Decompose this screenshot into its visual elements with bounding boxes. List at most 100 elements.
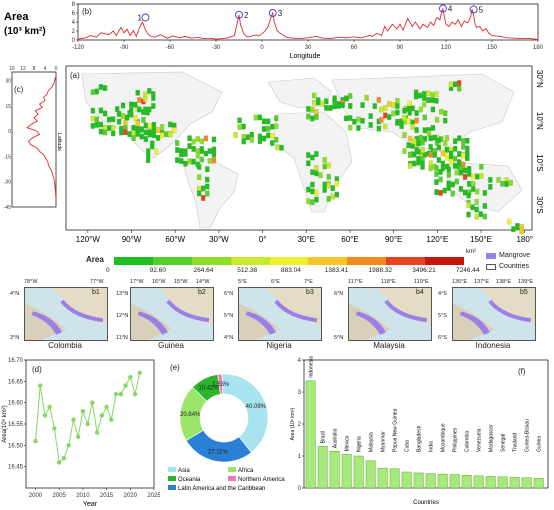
map-grid-cell xyxy=(326,174,331,180)
bar-cuba xyxy=(401,471,412,489)
map-grid-cell xyxy=(199,148,204,154)
panel-d-ytick-label: 16.70 xyxy=(8,358,24,364)
map-grid-cell xyxy=(402,148,407,154)
map-grid-cell xyxy=(432,152,437,158)
panel-f-ytick-label: 2 xyxy=(298,422,302,428)
map-grid-cell xyxy=(418,134,423,141)
panel-f-bars: Indonesia Brazil Australia Mexico Nigeria Mal… xyxy=(305,356,544,489)
map-lon-tick-label: 60°E xyxy=(341,235,358,244)
bar-label: Guinea xyxy=(537,436,543,452)
map-grid-cell xyxy=(120,113,126,119)
map-grid-cell xyxy=(414,117,419,124)
donut-legend-swatch xyxy=(168,476,176,481)
map-grid-cell xyxy=(314,108,319,115)
inset-left-tick: 6°N xyxy=(224,291,234,297)
legend-breaks: 0 92.60 264.64 512.38 883.04 1383.41 1988.32 34… xyxy=(106,267,480,277)
map-grid-cell xyxy=(306,198,311,205)
map-lon-tick-label: 30°E xyxy=(298,235,315,244)
bar-malaysia xyxy=(365,460,376,489)
map-grid-cell xyxy=(496,177,501,183)
map-grid-cell xyxy=(322,181,327,188)
map-grid-cell xyxy=(414,127,419,133)
panel-d-ytick-label: 16.65 xyxy=(8,379,24,385)
donut-slice-northern-america xyxy=(217,373,224,395)
map-grid-cell xyxy=(383,123,388,130)
panel-d-point xyxy=(118,391,124,397)
bar-nigeria xyxy=(353,455,364,489)
map-grid-cell xyxy=(413,89,419,96)
map-grid-cell xyxy=(211,151,217,158)
map-grid-cell xyxy=(322,163,327,170)
map-grid-cell xyxy=(310,169,315,176)
map-grid-cell xyxy=(146,157,151,163)
panel-c-ylabel: Latitude xyxy=(56,133,62,151)
map-grid-cell xyxy=(462,167,468,174)
map-grid-cell xyxy=(261,126,267,132)
map-grid-cell xyxy=(444,154,450,161)
map-grid-cell xyxy=(314,196,319,203)
map-grid-cell xyxy=(195,136,200,142)
bar-label: Bangladesh xyxy=(417,425,423,452)
map-grid-cell xyxy=(519,224,524,230)
panel-b-xtick-label: 180 xyxy=(533,45,544,51)
map-grid-cell xyxy=(511,226,516,232)
inset-left-tick: 12°N xyxy=(116,313,129,319)
panel-d-y-ticks: 16.45 16.50 16.55 16.60 16.65 16.70 xyxy=(8,358,26,471)
map-grid-cell xyxy=(183,151,188,157)
map-grid-cell xyxy=(507,218,512,225)
world-mangrove-map: 120°W 90°W 60°W 30°W 0° 30°E 60°E 90°E 120°E 150°… xyxy=(65,65,544,244)
panel-a-label: (a) xyxy=(70,71,80,80)
map-grid-cell xyxy=(237,117,242,124)
map-grid-cell xyxy=(191,146,196,152)
donut-legend-label: Northern America xyxy=(238,477,285,483)
map-grid-cell xyxy=(444,146,450,153)
map-grid-cell xyxy=(448,81,454,88)
panel-d-xtick-label: 2015 xyxy=(100,493,114,499)
map-grid-cell xyxy=(443,110,448,117)
map-grid-cell xyxy=(146,148,151,155)
panel-b-ytick-label: 8 xyxy=(72,2,76,8)
map-grid-cell xyxy=(471,181,476,187)
map-grid-cell xyxy=(205,183,210,190)
panel-b-ylabel-1: Area xyxy=(4,11,29,23)
map-legend: Area 0 92.60 264.64 512.38 883.04 1383.41 1988… xyxy=(86,249,530,283)
map-grid-cell xyxy=(360,117,365,124)
panel-d-xtick-label: 2010 xyxy=(76,493,90,499)
panel-d-xlabel: Year xyxy=(83,501,98,508)
inset-top-tick: 139°E xyxy=(518,279,534,285)
continent-donut-chart: (e) 40.09% 27.11% 20.84% 10.42%1.53% Asia Af… xyxy=(168,363,285,492)
legend-color-step xyxy=(114,257,153,265)
map-grid-cell xyxy=(379,117,384,123)
map-grid-cell xyxy=(211,157,217,164)
map-grid-cell xyxy=(334,180,339,187)
bar-brazil xyxy=(317,446,328,489)
map-grid-cell xyxy=(137,97,142,103)
panel-d-point xyxy=(99,413,105,418)
map-grid-cell xyxy=(147,88,152,94)
map-lon-tick-label: 0° xyxy=(259,235,267,244)
inset-left-tick: 3°N xyxy=(10,335,20,341)
inset-country-name: Guinea xyxy=(158,341,184,350)
map-grid-cell xyxy=(475,188,480,195)
map-grid-cell xyxy=(348,93,353,99)
map-grid-cell xyxy=(151,127,157,134)
bar-venezuela xyxy=(473,475,484,489)
map-grid-cell xyxy=(314,114,319,120)
panel-b-x-ticks: -120 -90 -60 -30 0 30 60 90 120 150 180 xyxy=(72,40,544,51)
map-grid-cell xyxy=(306,186,311,193)
map-grid-cell xyxy=(395,120,400,126)
legend-break-label: 7246.44 xyxy=(456,267,480,274)
bar-label: Papua New Guinea xyxy=(393,408,399,452)
inset-land xyxy=(53,288,107,325)
panel-b-frame xyxy=(77,3,539,41)
map-grid-cell xyxy=(471,186,476,192)
map-grid-cell xyxy=(187,135,192,142)
map-grid-cell xyxy=(442,187,447,194)
map-grid-cell xyxy=(129,111,134,118)
map-grid-cell xyxy=(203,150,208,157)
map-grid-cell xyxy=(187,158,192,165)
map-grid-cell xyxy=(257,114,263,121)
panel-d-x-ticks: 2000 2005 2010 2015 2020 2025 xyxy=(29,488,160,499)
inset-drawing xyxy=(453,288,535,340)
map-grid-cell xyxy=(310,199,315,206)
